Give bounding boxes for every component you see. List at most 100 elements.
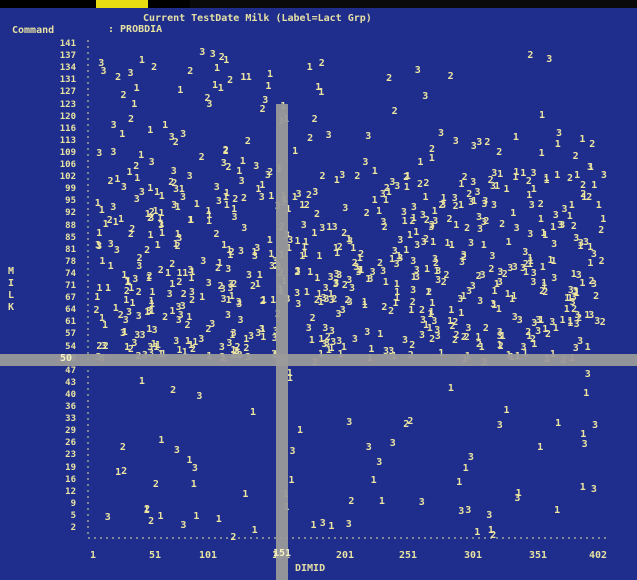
data-point: 1 bbox=[327, 288, 334, 300]
data-point: 3 bbox=[470, 141, 477, 153]
data-point: 1 bbox=[294, 236, 301, 248]
data-point: 1 bbox=[552, 322, 559, 334]
data-point: 2 bbox=[123, 285, 130, 297]
data-point: 3 bbox=[120, 182, 127, 194]
data-point: 2 bbox=[313, 294, 320, 306]
top-bar-accent bbox=[96, 0, 148, 8]
data-point: 3 bbox=[253, 160, 260, 172]
data-point: 1 bbox=[328, 342, 335, 354]
y-tick-label: 106 bbox=[59, 160, 76, 170]
data-point: 3 bbox=[355, 266, 362, 278]
data-point: 1 bbox=[567, 315, 574, 327]
horizontal-crosshair[interactable] bbox=[0, 354, 637, 366]
data-point: 1 bbox=[260, 294, 267, 306]
data-point: 2 bbox=[453, 329, 460, 341]
data-point: 3 bbox=[322, 323, 329, 335]
data-point: 1 bbox=[114, 173, 121, 185]
vertical-crosshair[interactable] bbox=[276, 104, 288, 580]
data-point: 1 bbox=[368, 344, 375, 356]
data-point: 1 bbox=[427, 308, 434, 320]
data-point: 1 bbox=[147, 124, 154, 136]
data-point: 1 bbox=[169, 279, 176, 291]
data-point: 1 bbox=[154, 339, 161, 351]
data-point: 3 bbox=[486, 509, 493, 521]
data-point: 1 bbox=[147, 229, 154, 241]
data-point: 3 bbox=[312, 187, 319, 199]
x-tick-label: 402 bbox=[589, 550, 608, 561]
data-point: 2 bbox=[599, 317, 606, 329]
data-point: 3 bbox=[251, 251, 258, 263]
y-axis-label-char: I bbox=[8, 278, 15, 289]
data-point: 1 bbox=[123, 295, 130, 306]
data-point: 1 bbox=[223, 187, 230, 199]
data-point: 3 bbox=[428, 219, 435, 231]
data-point: 1 bbox=[118, 213, 125, 225]
data-point: 2 bbox=[593, 291, 600, 303]
data-point: 1 bbox=[526, 331, 533, 343]
data-point: 1 bbox=[584, 341, 591, 353]
data-point: 3 bbox=[581, 438, 588, 450]
data-point: 1 bbox=[188, 214, 195, 226]
data-point: 3 bbox=[496, 277, 503, 289]
data-point: 3 bbox=[180, 191, 187, 203]
y-tick-label: 19 bbox=[65, 462, 76, 473]
data-point: 1 bbox=[350, 242, 357, 254]
data-point: 1 bbox=[148, 295, 155, 307]
data-point: 1 bbox=[240, 71, 247, 83]
data-point: 2 bbox=[205, 324, 212, 336]
data-point: 3 bbox=[271, 332, 278, 344]
data-point: 3 bbox=[126, 306, 133, 318]
data-point: 3 bbox=[397, 235, 404, 247]
data-point: 2 bbox=[482, 323, 489, 335]
data-point: 2 bbox=[128, 113, 135, 125]
data-point: 2 bbox=[576, 312, 583, 324]
data-point: 1 bbox=[259, 180, 266, 192]
data-point: 1 bbox=[376, 205, 383, 217]
data-point: 1 bbox=[259, 323, 266, 335]
data-point: 3 bbox=[452, 135, 459, 147]
y-tick-label: 16 bbox=[65, 474, 76, 485]
data-point: 2 bbox=[589, 138, 596, 150]
data-point: 1 bbox=[96, 283, 103, 295]
data-point: 1 bbox=[503, 184, 510, 196]
data-point: 2 bbox=[336, 242, 343, 254]
data-point: 3 bbox=[336, 270, 343, 282]
data-point: 1 bbox=[584, 309, 591, 321]
data-point: 3 bbox=[435, 274, 442, 286]
data-point: 2 bbox=[443, 269, 450, 281]
data-point: 3 bbox=[489, 250, 496, 262]
data-point: 2 bbox=[447, 70, 454, 82]
data-point: 1 bbox=[460, 291, 467, 303]
data-point: 2 bbox=[537, 198, 544, 210]
data-point: 2 bbox=[409, 340, 416, 351]
data-point: 3 bbox=[511, 261, 518, 273]
data-point: 1 bbox=[112, 303, 119, 315]
data-point: 3 bbox=[339, 305, 346, 317]
data-point: 2 bbox=[157, 265, 164, 277]
data-point: 1 bbox=[505, 237, 512, 249]
data-point: 1 bbox=[176, 345, 183, 356]
data-point: 1 bbox=[314, 272, 321, 284]
data-point: 1 bbox=[229, 330, 236, 342]
command-value[interactable]: : PROBDIA bbox=[108, 24, 163, 35]
data-point: 1 bbox=[325, 344, 332, 356]
data-point: 3 bbox=[175, 314, 182, 326]
data-point: 1 bbox=[512, 172, 519, 184]
data-point: 3 bbox=[238, 246, 245, 258]
data-point: 2 bbox=[102, 341, 109, 353]
data-point: 3 bbox=[522, 246, 529, 258]
data-point: 3 bbox=[171, 200, 178, 211]
data-point: 2 bbox=[172, 136, 179, 148]
data-point: 1 bbox=[126, 166, 133, 178]
data-point: 1 bbox=[144, 306, 151, 318]
data-point: 2 bbox=[446, 214, 453, 226]
data-point: 2 bbox=[115, 72, 122, 84]
data-point: 2 bbox=[174, 241, 181, 252]
data-point: 1 bbox=[138, 54, 145, 66]
data-point: 3 bbox=[333, 268, 340, 280]
data-point: 1 bbox=[406, 229, 413, 241]
data-point: 1 bbox=[189, 266, 196, 278]
data-point: 1 bbox=[550, 256, 557, 268]
data-point: 3 bbox=[241, 223, 248, 235]
